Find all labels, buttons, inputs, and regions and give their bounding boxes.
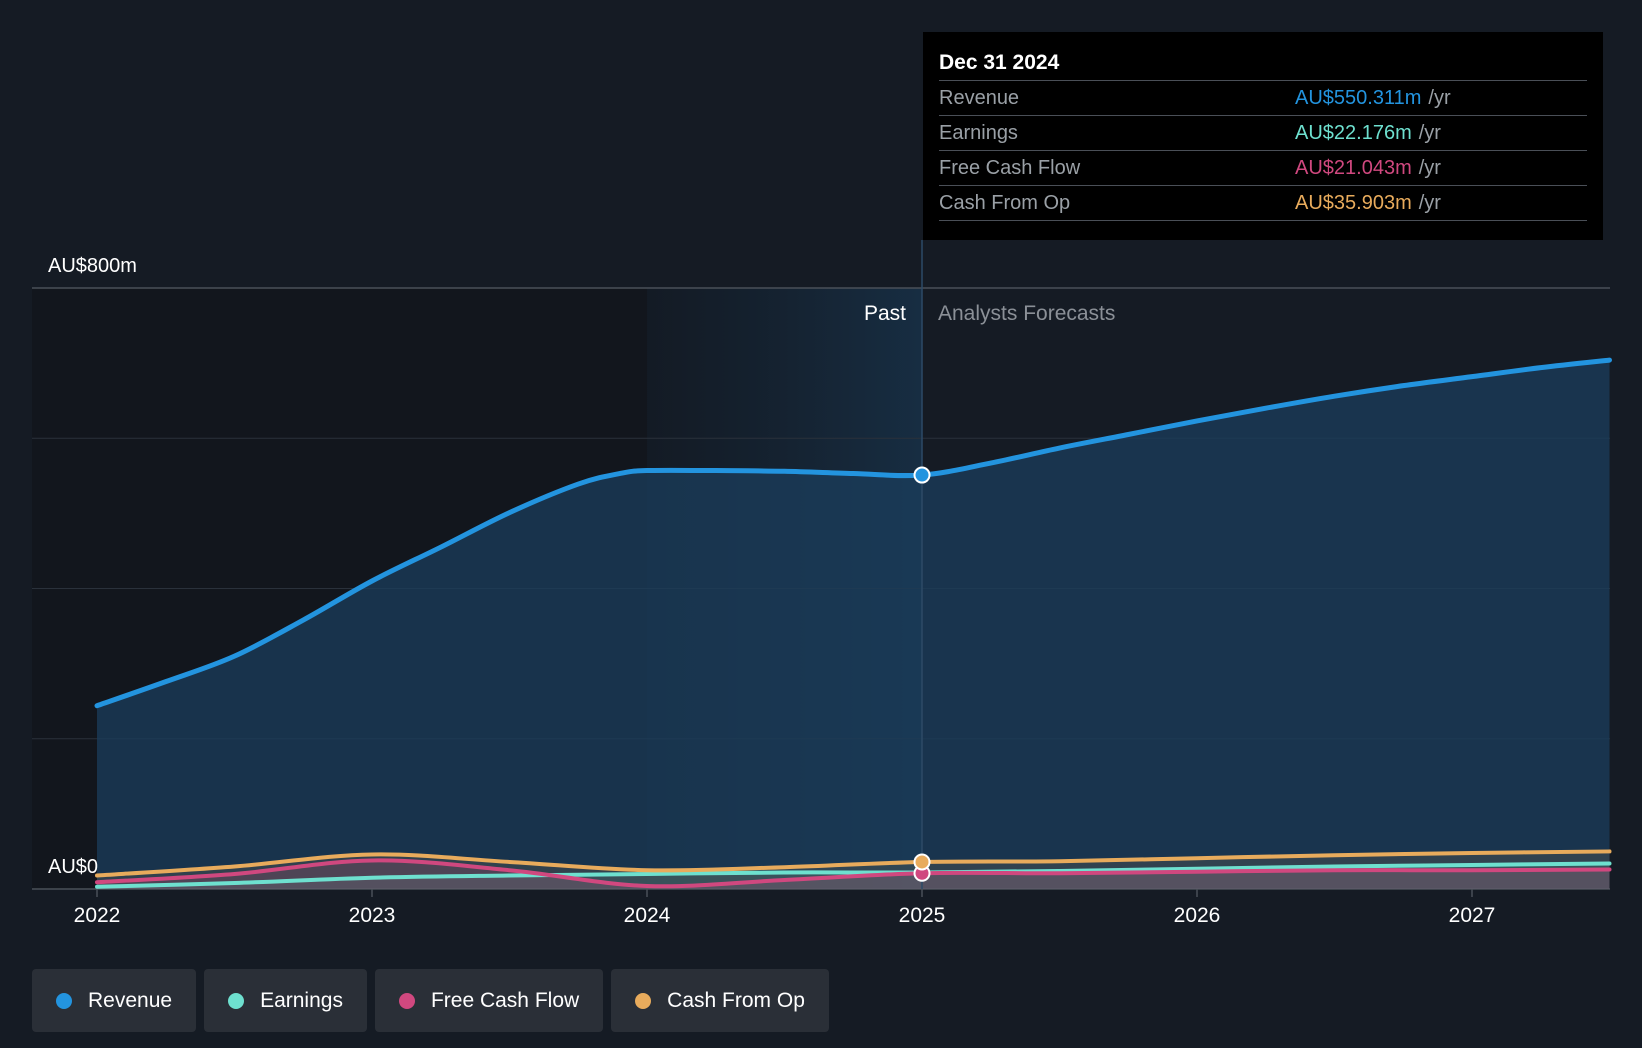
tooltip-row-revenue: Revenue AU$550.311m /yr: [939, 81, 1587, 116]
marker-cash-from-op: [913, 853, 931, 871]
tooltip-row-value: AU$22.176m: [1295, 122, 1412, 144]
tooltip-row-fcf: Free Cash Flow AU$21.043m /yr: [939, 151, 1587, 186]
tooltip-date: Dec 31 2024: [939, 48, 1587, 81]
highlight-markers: [913, 466, 931, 882]
marker-revenue: [913, 466, 931, 484]
tooltip-row-unit: /yr: [1418, 157, 1441, 179]
legend-dot-icon: [635, 992, 652, 1009]
legend-item-earnings[interactable]: Earnings: [204, 969, 367, 1032]
x-tick-label: 2025: [899, 904, 946, 927]
legend-dot-icon: [398, 992, 415, 1009]
y-axis-bottom-label: AU$0: [48, 856, 98, 878]
line-cash-from-op: [95, 849, 1612, 878]
tooltip-row-value: AU$35.903m: [1295, 192, 1412, 214]
x-tick-label: 2022: [74, 904, 121, 927]
x-tick-label: 2023: [349, 904, 396, 927]
tooltip-row-earnings: Earnings AU$22.176m /yr: [939, 116, 1587, 151]
legend-label: Free Cash Flow: [430, 988, 580, 1012]
tooltip-row-cfo: Cash From Op AU$35.903m /yr: [939, 186, 1587, 221]
tooltip-row-unit: /yr: [1418, 122, 1441, 144]
x-tick-label: 2024: [624, 904, 671, 927]
forecast-label: Analysts Forecasts: [938, 302, 1115, 325]
tooltip-row-name: Earnings: [939, 122, 1018, 144]
legend-item-revenue[interactable]: Revenue: [32, 969, 197, 1032]
line-free-cash-flow: [95, 858, 1612, 889]
past-label: Past: [864, 302, 906, 325]
tooltip-row-name: Revenue: [939, 87, 1020, 109]
y-axis-top-label: AU$800m: [48, 255, 137, 277]
legend-label: Earnings: [260, 988, 343, 1012]
tooltip-row-value: AU$550.311m: [1295, 87, 1422, 109]
line-revenue: [94, 357, 1612, 709]
area-revenue: [97, 360, 1610, 889]
legend-label: Revenue: [88, 988, 173, 1012]
tooltip-row-name: Cash From Op: [939, 192, 1071, 214]
line-earnings: [95, 861, 1612, 889]
legend-label: Cash From Op: [667, 988, 805, 1012]
tooltip-row-name: Free Cash Flow: [939, 157, 1081, 179]
tooltip: Dec 31 2024 Revenue AU$550.311m /yr Earn…: [923, 32, 1603, 240]
legend: Revenue Earnings Free Cash Flow Cash Fro…: [32, 969, 829, 1032]
tooltip-row-unit: /yr: [1428, 87, 1451, 109]
tooltip-row-unit: /yr: [1418, 192, 1441, 214]
x-tick-label: 2026: [1174, 904, 1221, 927]
legend-dot-icon: [228, 992, 245, 1009]
legend-item-cash-from-op[interactable]: Cash From Op: [611, 969, 829, 1032]
tooltip-row-value: AU$21.043m: [1295, 157, 1412, 179]
series-lines: [94, 357, 1612, 889]
legend-dot-icon: [56, 992, 72, 1009]
legend-item-free-cash-flow[interactable]: Free Cash Flow: [374, 969, 604, 1032]
x-axis-ticks: 2022 2023 2024 2025 2026 2027: [74, 889, 1496, 927]
x-tick-label: 2027: [1449, 904, 1496, 927]
